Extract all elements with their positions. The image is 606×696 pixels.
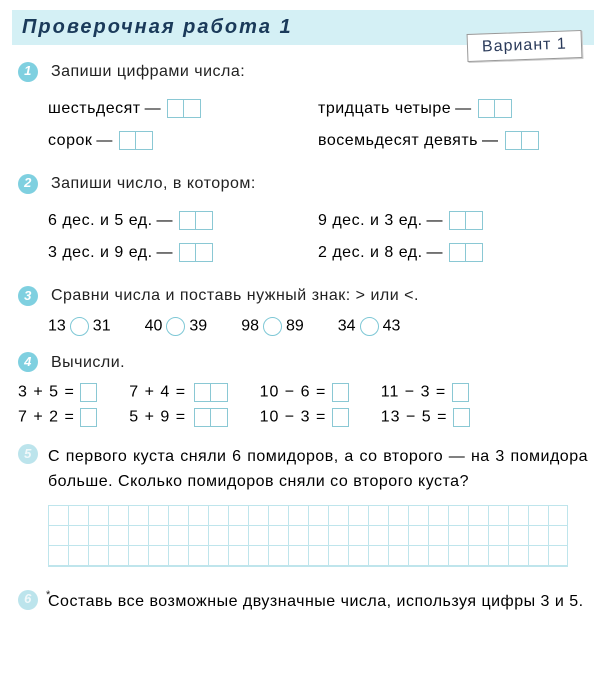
- answer-box[interactable]: [332, 383, 349, 402]
- cmp-b: 43: [383, 317, 401, 334]
- task-number-5: 5: [18, 444, 38, 464]
- t2-right-0: 9 дес. и 3 ед.: [318, 212, 423, 229]
- answer-box[interactable]: [179, 205, 213, 237]
- task-3-prompt: Сравни числа и поставь нужный знак: > ил…: [51, 287, 419, 304]
- answer-grid[interactable]: [48, 505, 568, 567]
- expr: 10 − 3 =: [260, 409, 327, 426]
- task-number-1: 1: [18, 62, 38, 82]
- task-number-4: 4: [18, 352, 38, 372]
- compare-circle[interactable]: [360, 317, 379, 336]
- expr: 5 + 9 =: [129, 409, 186, 426]
- t1-left-0: шестьдесят: [48, 100, 141, 117]
- task-6-text: Составь все возможные двузначные числа, …: [48, 590, 588, 615]
- task-5-text: С первого куста сняли 6 помидоров, а со …: [48, 445, 588, 495]
- t1-right-0: тридцать четыре: [318, 100, 451, 117]
- t2-right-1: 2 дес. и 8 ед.: [318, 244, 423, 261]
- expr: 7 + 2 =: [18, 409, 75, 426]
- answer-box[interactable]: [119, 125, 153, 157]
- answer-box[interactable]: [478, 93, 512, 125]
- answer-box[interactable]: [449, 205, 483, 237]
- task-number-2: 2: [18, 174, 38, 194]
- task-2: 2 Запиши число, в котором:: [18, 171, 588, 197]
- cmp-a: 40: [145, 317, 163, 334]
- task-2-row: 6 дес. и 5 ед.— 3 дес. и 9 ед.— 9 дес. и…: [48, 205, 588, 269]
- task-number-3: 3: [18, 286, 38, 306]
- t2-left-1: 3 дес. и 9 ед.: [48, 244, 153, 261]
- answer-box[interactable]: [194, 383, 228, 402]
- cmp-b: 89: [286, 317, 304, 334]
- task-2-prompt: Запиши число, в котором:: [51, 175, 256, 192]
- compare-circle[interactable]: [166, 317, 185, 336]
- task-4-prompt: Вычисли.: [51, 354, 125, 371]
- compare-circle[interactable]: [70, 317, 89, 336]
- task-1: 1 Запиши цифрами числа:: [18, 59, 588, 85]
- answer-box[interactable]: [167, 93, 201, 125]
- t1-right-1: восемьдесят девять: [318, 132, 478, 149]
- answer-box[interactable]: [449, 237, 483, 269]
- expr: 3 + 5 =: [18, 384, 75, 401]
- t1-left-1: сорок: [48, 132, 92, 149]
- answer-box[interactable]: [453, 408, 470, 427]
- task-1-prompt: Запиши цифрами числа:: [51, 63, 245, 80]
- expr: 10 − 6 =: [260, 384, 327, 401]
- expr: 13 − 5 =: [381, 409, 448, 426]
- task-3-row: 13 31 40 39 98 89 34 43: [48, 317, 588, 336]
- page-title: Проверочная работа 1: [22, 16, 293, 38]
- cmp-a: 34: [338, 317, 356, 334]
- task-3: 3 Сравни числа и поставь нужный знак: > …: [18, 283, 588, 309]
- answer-box[interactable]: [332, 408, 349, 427]
- variant-label: Вариант 1: [467, 30, 583, 62]
- cmp-a: 98: [241, 317, 259, 334]
- task-4-grid: 3 + 5 = 7 + 2 = 7 + 4 = 5 + 9 = 10 − 6 =…: [18, 383, 588, 427]
- compare-circle[interactable]: [263, 317, 282, 336]
- task-4: 4 Вычисли.: [18, 350, 588, 376]
- cmp-a: 13: [48, 317, 66, 334]
- answer-box[interactable]: [194, 408, 228, 427]
- expr: 7 + 4 =: [129, 384, 186, 401]
- task-number-6: 6: [18, 590, 38, 610]
- answer-box[interactable]: [80, 383, 97, 402]
- t2-left-0: 6 дес. и 5 ед.: [48, 212, 153, 229]
- answer-box[interactable]: [179, 237, 213, 269]
- cmp-b: 31: [93, 317, 111, 334]
- answer-box[interactable]: [80, 408, 97, 427]
- answer-box[interactable]: [505, 125, 539, 157]
- answer-box[interactable]: [452, 383, 469, 402]
- cmp-b: 39: [189, 317, 207, 334]
- task-1-row: шестьдесят— сорок— тридцать четыре— восе…: [48, 93, 588, 157]
- expr: 11 − 3 =: [381, 384, 447, 401]
